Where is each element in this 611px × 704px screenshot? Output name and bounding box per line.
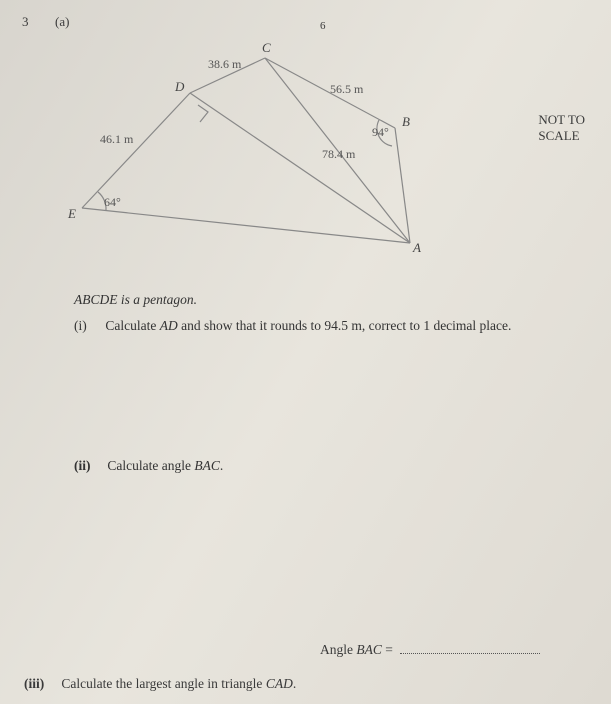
- part-ii-text: Calculate angle BAC.: [107, 458, 223, 473]
- vertex-b-label: B: [402, 114, 410, 129]
- vertex-c-label: C: [262, 40, 271, 55]
- answer-bac-line: Angle BAC =: [320, 642, 540, 658]
- angle-b-label: 94°: [372, 125, 389, 139]
- pentagon-statement: ABCDE is a pentagon.: [74, 292, 197, 308]
- part-i-line: (i) Calculate AD and show that it rounds…: [74, 318, 511, 334]
- part-iii-text: Calculate the largest angle in triangle …: [61, 676, 296, 691]
- answer-bac-label: Angle BAC =: [320, 642, 393, 657]
- edge-de-label: 46.1 m: [100, 132, 134, 146]
- nts-line2: SCALE: [538, 128, 579, 143]
- question-part-label: (a): [55, 14, 69, 30]
- edge-ab: [395, 128, 410, 243]
- angle-e-label: 64°: [104, 195, 121, 209]
- not-to-scale-note: NOT TO SCALE: [538, 112, 585, 145]
- edge-de: [82, 93, 190, 208]
- nts-line1: NOT TO: [538, 112, 585, 127]
- pentagon-text: ABCDE is a pentagon.: [74, 292, 197, 307]
- page-mark: 6: [320, 20, 326, 32]
- edge-ea: [82, 208, 410, 243]
- part-iii-roman: (iii): [24, 676, 58, 692]
- vertex-e-label: E: [67, 206, 76, 221]
- diagonal-da: [190, 93, 410, 243]
- pentagon-svg: A B C D E 38.6 m 56.5 m 78.4 m 46.1 m 64…: [60, 38, 480, 268]
- edge-dc-label: 38.6 m: [208, 57, 242, 71]
- question-number: 3: [22, 14, 29, 30]
- right-angle-marker: [198, 105, 208, 122]
- edge-ba-label: 78.4 m: [322, 147, 356, 161]
- vertex-a-label: A: [412, 240, 421, 255]
- part-i-text: Calculate AD and show that it rounds to …: [105, 318, 511, 333]
- part-ii-roman: (ii): [74, 458, 104, 474]
- answer-blank[interactable]: [400, 653, 540, 654]
- pentagon-diagram: A B C D E 38.6 m 56.5 m 78.4 m 46.1 m 64…: [60, 38, 480, 268]
- part-ii-line: (ii) Calculate angle BAC.: [74, 458, 223, 474]
- edge-cb-label: 56.5 m: [330, 82, 364, 96]
- part-i-roman: (i): [74, 318, 102, 334]
- part-iii-line: (iii) Calculate the largest angle in tri…: [24, 676, 296, 692]
- vertex-d-label: D: [174, 79, 185, 94]
